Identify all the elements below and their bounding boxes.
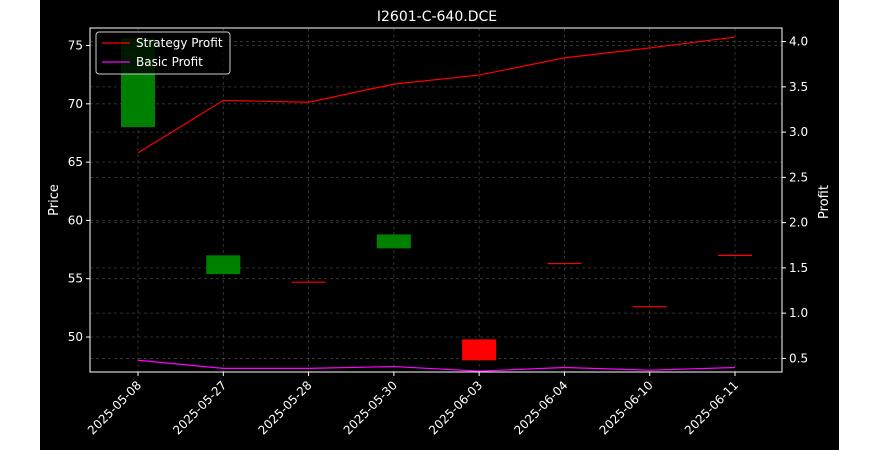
- left-tick-label: 50: [68, 330, 83, 344]
- series-line-0: [137, 36, 736, 154]
- right-tick-label: 0.5: [789, 351, 808, 365]
- x-tick-label: 2025-05-28: [255, 378, 314, 437]
- x-tick-label: 2025-05-30: [341, 378, 400, 437]
- legend: Strategy Profit Basic Profit: [95, 31, 231, 75]
- right-tick-label: 3.0: [789, 125, 808, 139]
- right-tick-label: 2.0: [789, 216, 808, 230]
- candle-4: [462, 339, 497, 361]
- x-tick-label: 2025-06-11: [682, 378, 741, 437]
- candle-3: [376, 234, 411, 249]
- right-tick-label: 4.0: [789, 35, 808, 49]
- legend-label-strategy-profit: Strategy Profit: [136, 36, 223, 50]
- candle-1: [206, 255, 241, 275]
- left-tick-label: 55: [68, 272, 83, 286]
- left-tick-label: 60: [68, 213, 83, 227]
- x-tick-label: 2025-06-03: [426, 378, 485, 437]
- series-line-1: [137, 359, 736, 372]
- right-axis-label: Profit: [817, 185, 832, 219]
- chart-title: I2601-C-640.DCE: [377, 9, 497, 25]
- right-axis-ticks: 0.5 1.0 1.5 2.0 2.5 3.0 3.5 4.0: [782, 35, 808, 365]
- x-tick-label: 2025-05-08: [85, 378, 144, 437]
- right-tick-label: 2.5: [789, 170, 808, 184]
- right-tick-label: 3.5: [789, 80, 808, 94]
- right-tick-label: 1.5: [789, 261, 808, 275]
- candle-layer: [121, 38, 752, 361]
- x-tick-label: 2025-06-10: [597, 378, 656, 437]
- legend-label-basic-profit: Basic Profit: [136, 55, 203, 69]
- chart-svg: I2601-C-640.DCE 50 55 60 65 70 75 0.5 1.0 1.5 2.…: [47, 9, 832, 437]
- x-tick-label: 2025-05-27: [170, 378, 229, 437]
- right-tick-label: 1.0: [789, 306, 808, 320]
- x-tick-label: 2025-06-04: [511, 378, 570, 437]
- left-tick-label: 65: [68, 155, 83, 169]
- left-tick-label: 75: [68, 38, 83, 52]
- grid-layer: [90, 28, 782, 372]
- left-axis-label: Price: [47, 184, 62, 216]
- plot-frame: [89, 27, 783, 373]
- x-axis-ticks: 2025-05-08 2025-05-27 2025-05-28 2025-05-30…: [85, 372, 741, 437]
- left-tick-label: 70: [68, 97, 83, 111]
- chart-figure: I2601-C-640.DCE 50 55 60 65 70 75 0.5 1.0 1.5 2.…: [40, 0, 839, 450]
- line-layer: [137, 36, 736, 372]
- left-axis-ticks: 50 55 60 65 70 75: [68, 38, 90, 344]
